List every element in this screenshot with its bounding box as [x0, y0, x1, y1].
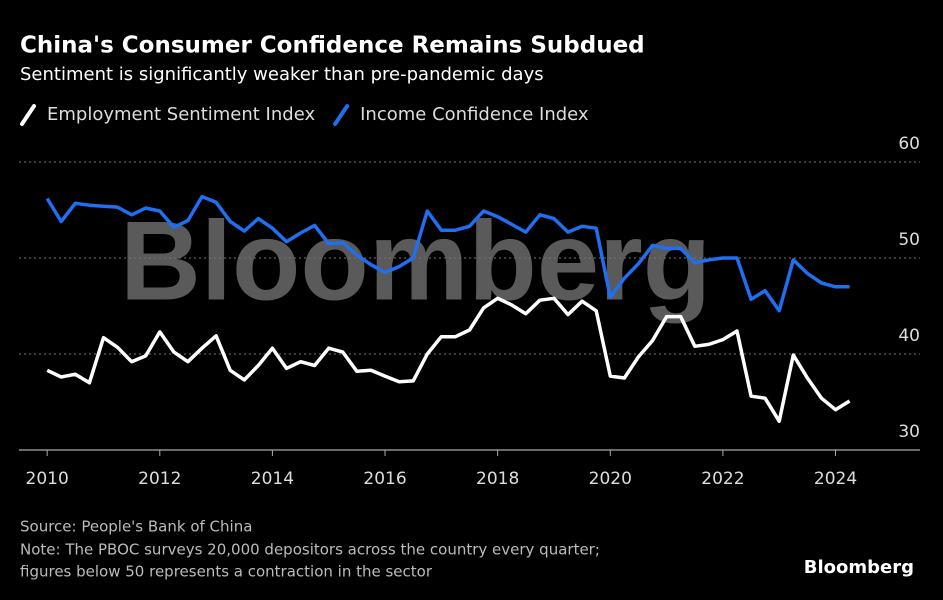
note: Note: The PBOC surveys 20,000 depositors… [20, 541, 600, 559]
x-tick-label: 2012 [138, 469, 181, 489]
y-tick-label: 50 [898, 230, 920, 250]
chart-title: China's Consumer Confidence Remains Subd… [20, 33, 645, 59]
x-tick-label: 2022 [701, 469, 744, 489]
x-tick-label: 2024 [814, 469, 857, 489]
source: Source: People's Bank of China [20, 518, 252, 536]
x-tick-label: 2020 [589, 469, 632, 489]
legend-label: Employment Sentiment Index [47, 104, 315, 125]
y-tick-label: 60 [898, 134, 920, 154]
brand-logo: Bloomberg [804, 557, 914, 578]
x-tick-label: 2010 [26, 469, 69, 489]
legend-marker [333, 104, 350, 126]
x-tick-label: 2016 [363, 469, 406, 489]
y-tick-label: 40 [898, 326, 920, 346]
x-tick-label: 2014 [251, 469, 294, 489]
watermark: Bloomberg [120, 199, 711, 324]
x-tick-label: 2018 [476, 469, 519, 489]
legend-marker [20, 104, 36, 126]
note: figures below 50 represents a contractio… [20, 563, 433, 581]
series-line [46, 296, 851, 423]
y-tick-label: 30 [898, 422, 920, 442]
series-line [45, 194, 850, 313]
legend-label: Income Confidence Index [360, 104, 589, 125]
chart-subtitle: Sentiment is significantly weaker than p… [20, 64, 544, 85]
